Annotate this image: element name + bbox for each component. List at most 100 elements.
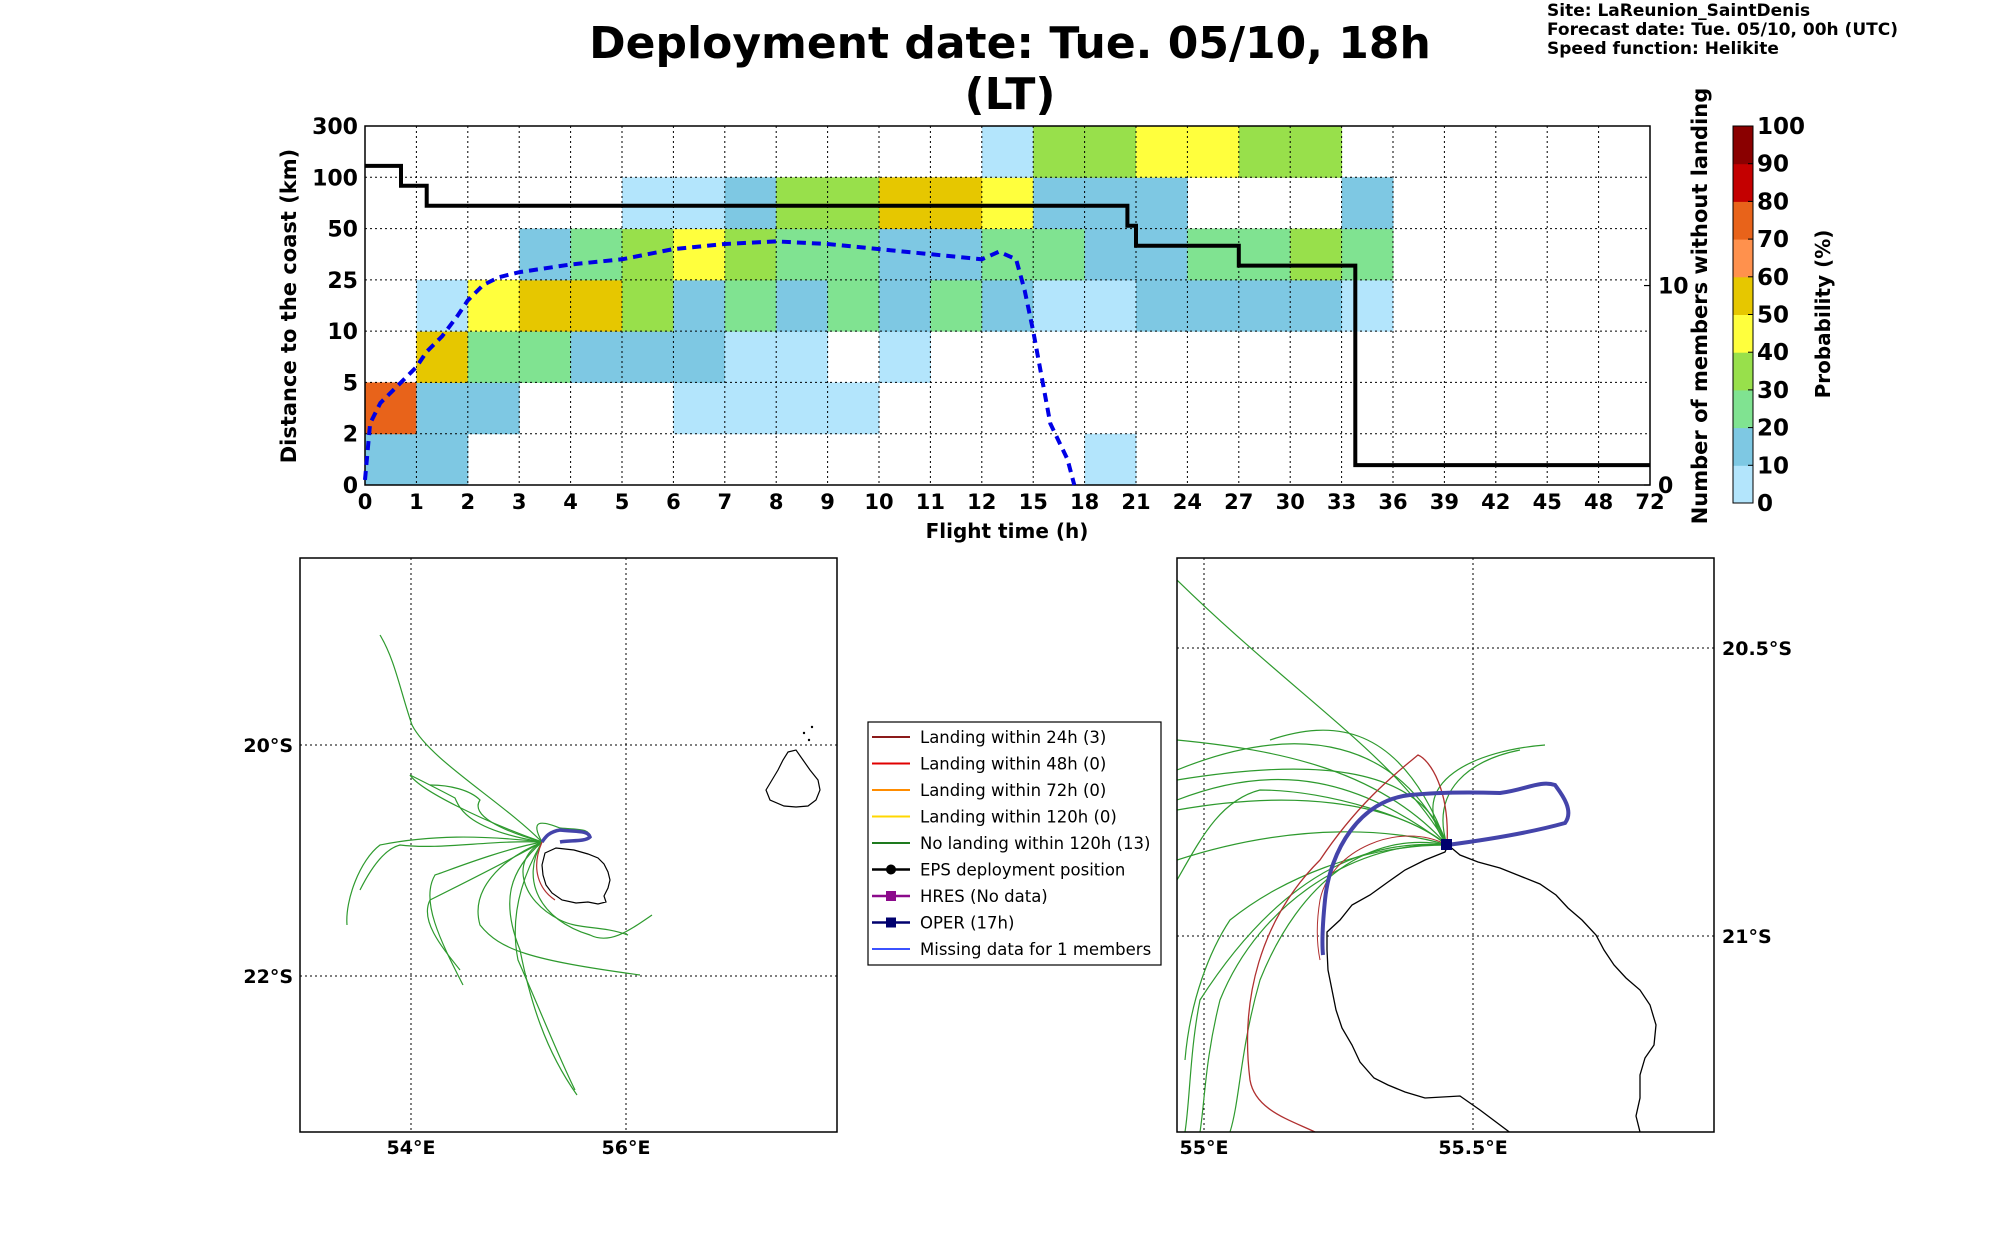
colorbar-tick-label: 60 [1757, 265, 1789, 291]
heatmap-cell [416, 382, 469, 435]
heatmap-cell [1033, 279, 1086, 332]
heatmap-cell [519, 279, 572, 332]
heatmap-cell [673, 382, 726, 435]
x-tick-label: 33 [1327, 490, 1356, 514]
heatmap-cell [1341, 177, 1394, 230]
heatmap-cell [1238, 126, 1291, 178]
heatmap-cell [1187, 228, 1240, 281]
y-tick-label: 50 [327, 218, 358, 243]
y-tick-label: 0 [343, 474, 358, 499]
x-tick-label: 7 [717, 490, 732, 514]
colorbar-block [1733, 276, 1753, 315]
zoom-map-content [1177, 558, 1714, 1132]
right-y-axis-label: Number of members without landing [1688, 88, 1712, 525]
x-tick-label: 24 [1173, 490, 1202, 514]
heatmap-cell [1187, 279, 1240, 332]
heatmap-cell [1136, 126, 1188, 178]
colorbar-tick-label: 40 [1757, 340, 1789, 366]
overview-map-frame [299, 557, 838, 1133]
colorbar-block [1733, 163, 1753, 202]
heatmap-cell [776, 177, 829, 230]
heatmap-cell [416, 279, 469, 332]
heatmap-cell [622, 279, 674, 332]
x-tick-label: 3 [512, 490, 527, 514]
heatmap-cell [467, 279, 520, 332]
islet-dot [802, 731, 806, 735]
colorbar-block [1733, 352, 1753, 391]
x-tick-label: 48 [1584, 490, 1613, 514]
colorbar-tick-label: 100 [1757, 114, 1805, 140]
x-tick-label: 5 [615, 490, 630, 514]
legend-label: Landing within 120h (0) [920, 808, 1117, 827]
y-tick-label: 5 [343, 371, 358, 396]
colorbar-block [1733, 201, 1753, 240]
legend-label: OPER (17h) [920, 914, 1014, 933]
heatmap-cell [724, 331, 777, 383]
y-tick-label: 100 [312, 166, 358, 191]
y-axis-label: Distance to the coast (km) [277, 149, 301, 464]
heatmap-cell [416, 433, 469, 486]
heatmap-chart: 0 1 2 3 4 5 6 7 8 9 10 11 12 15 18 21 24 27 30 33 36 39 42 45 48… [277, 88, 1712, 543]
site-info: Site: LaReunion_SaintDenis Forecast date… [1547, 2, 1898, 59]
heatmap-cell [1033, 177, 1086, 230]
reunion-coastline [541, 847, 611, 905]
heatmap-cell [724, 228, 777, 281]
overview-trajectories [346, 634, 653, 1096]
zoom-trajectories [1177, 579, 1546, 1132]
y-tick-label: 25 [327, 269, 358, 294]
x-tick-label: 8 [769, 490, 784, 514]
colorbar-block [1733, 239, 1753, 278]
heatmap-cell [724, 279, 777, 332]
right-y-tick-label: 10 [1658, 275, 1689, 300]
heatmap-cell [981, 279, 1034, 332]
overview-map-content [300, 558, 837, 1132]
heatmap-cell [1290, 126, 1343, 178]
colorbar-block [1733, 427, 1753, 466]
heatmap-cell [1290, 279, 1343, 332]
heatmap-cell [724, 382, 777, 435]
heatmap-cells [365, 126, 1394, 486]
map-y-tick: 20°S [243, 735, 293, 757]
heatmap-cell [879, 279, 931, 332]
x-tick-label: 0 [358, 490, 373, 514]
heatmap-cell [1290, 228, 1343, 281]
site-label: Site: LaReunion_SaintDenis [1547, 1, 1811, 21]
heatmap-cell [1084, 433, 1137, 486]
legend-items: Landing within 24h (3) Landing within 48h… [872, 728, 1151, 959]
colorbar: 0 10 20 30 40 50 60 70 80 90 100 Probability (%) [1732, 114, 1835, 517]
heatmap-cell [1341, 228, 1394, 281]
colorbar-block [1733, 314, 1753, 353]
x-tick-label: 11 [916, 490, 945, 514]
x-tick-label: 10 [864, 490, 893, 514]
x-tick-label: 72 [1635, 490, 1664, 514]
heatmap-cell [467, 382, 520, 435]
x-tick-label: 42 [1481, 490, 1510, 514]
oper-trajectory [1320, 781, 1571, 956]
heatmap-cell [1033, 126, 1086, 178]
oper-trajectory [540, 828, 592, 844]
heatmap-cell [673, 279, 726, 332]
x-tick-label: 30 [1276, 490, 1305, 514]
legend-marker [886, 917, 896, 928]
x-tick-label: 12 [967, 490, 996, 514]
colorbar-tick-labels: 0 10 20 30 40 50 60 70 80 90 100 [1748, 114, 1805, 517]
y-tick-label: 10 [327, 320, 358, 345]
colorbar-block [1733, 389, 1753, 429]
x-tick-label: 15 [1019, 490, 1048, 514]
x-tick-label: 9 [820, 490, 835, 514]
x-tick-label: 39 [1430, 490, 1459, 514]
heatmap-series [363, 163, 1650, 486]
colorbar-block [1733, 126, 1753, 165]
map-x-tick: 55.5°E [1438, 1137, 1507, 1159]
heatmap-grid [365, 126, 1650, 485]
y-tick-label: 2 [343, 423, 358, 448]
legend-marker [886, 891, 896, 901]
x-tick-label: 18 [1070, 490, 1099, 514]
heatmap-cell [776, 331, 829, 383]
heatmap-cell [1238, 228, 1291, 281]
heatmap-cell [827, 382, 880, 435]
heatmap-cell [827, 228, 880, 281]
y-tick-label: 300 [312, 115, 358, 140]
heatmap-cell [570, 228, 623, 281]
reunion-zoomed-coastline [1326, 843, 1657, 1132]
